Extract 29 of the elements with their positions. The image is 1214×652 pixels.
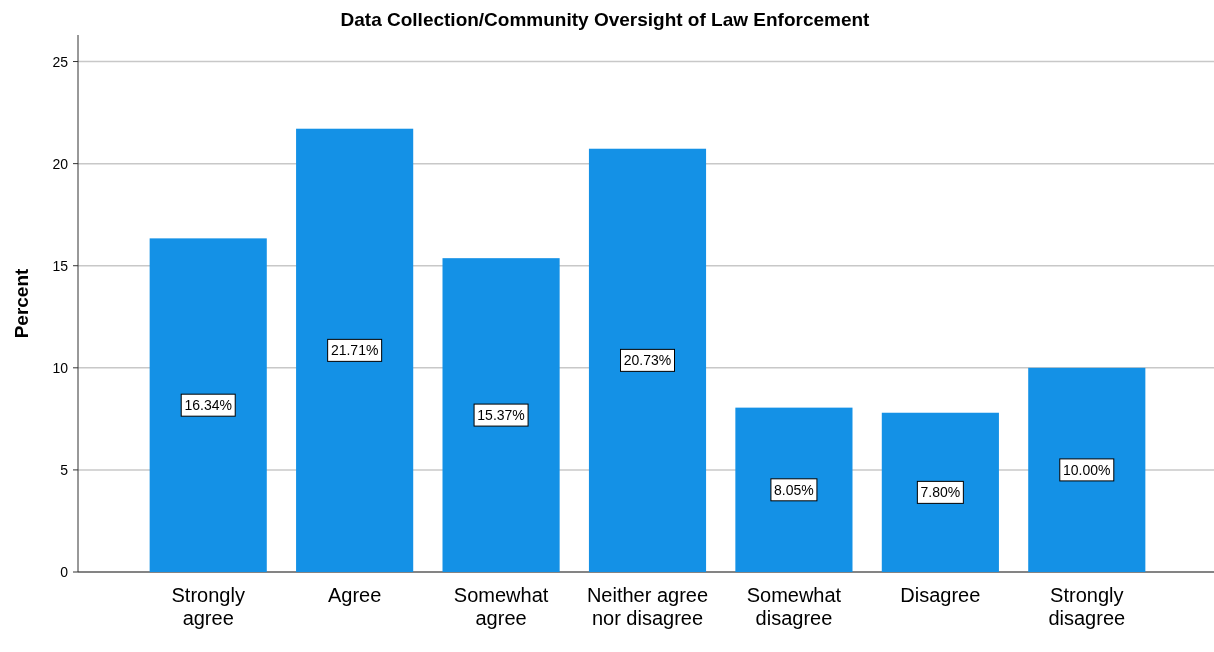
x-tick-label: Neither agree nor disagree [586, 584, 709, 629]
data-label: 15.37% [477, 407, 525, 424]
bar [442, 258, 560, 572]
bar [881, 412, 999, 572]
data-label: 16.34% [184, 397, 232, 414]
y-tick-label: 20 [52, 155, 69, 172]
x-tick-label: Agree [327, 584, 382, 606]
bar [588, 148, 707, 572]
y-axis-title: Percent [11, 267, 32, 339]
bar [735, 407, 853, 572]
data-label: 20.73% [623, 352, 672, 369]
x-tick-label: Disagree [900, 584, 981, 606]
data-label: 8.05% [774, 481, 814, 498]
y-tick-label: 25 [52, 53, 69, 70]
y-tick-label: 0 [60, 564, 69, 580]
y-tick-label: 15 [52, 257, 69, 274]
bar [296, 128, 414, 572]
chart-title: Data Collection/Community Oversight of Law Enforcement [340, 9, 871, 30]
data-label: 21.71% [330, 342, 379, 359]
bar [1028, 367, 1146, 572]
x-tick-label: Somewhat disagree [746, 584, 842, 629]
x-tick-label: Somewhat agree [453, 584, 549, 629]
y-tick-label: 5 [60, 461, 69, 478]
x-tick-label: Strongly agree [171, 584, 245, 629]
data-label: 10.00% [1063, 461, 1111, 478]
data-label: 7.80% [920, 484, 961, 501]
x-tick-label: Strongly disagree [1048, 584, 1126, 629]
y-tick-label: 10 [52, 359, 69, 376]
bar [149, 238, 267, 572]
